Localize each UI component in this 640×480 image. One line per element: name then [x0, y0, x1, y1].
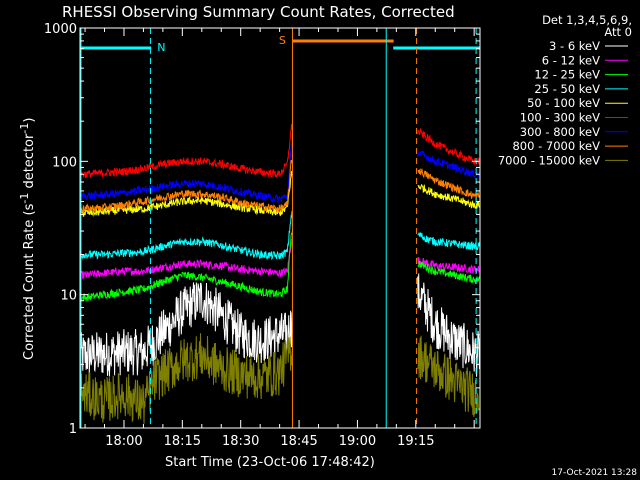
series-line-6-seg-1 — [417, 148, 480, 179]
legend-header-line: Det 1,3,4,5,6,9, — [542, 13, 632, 27]
axes: 1 10 100 1000 18:00 18:15 18:30 18:45 19:00 19:15 — [44, 22, 481, 449]
x-tick-label: 19:00 — [339, 434, 376, 449]
series-line-3-seg-1 — [417, 232, 480, 251]
y-tick-label: 10 — [60, 289, 77, 304]
series-line-5-seg-0 — [79, 123, 293, 179]
x-tick-label: 18:15 — [164, 434, 201, 449]
legend-entry: 12 - 25 keV — [534, 68, 600, 82]
series-line-2-seg-0 — [79, 229, 293, 302]
y-axis-label: Corrected Count Rate (s-1 detector-1) — [18, 118, 37, 360]
legend-entry: 3 - 6 keV — [549, 39, 600, 53]
series-line-3-seg-0 — [79, 210, 293, 261]
series-line-8-seg-0 — [79, 333, 293, 424]
legend-entry: 6 - 12 keV — [542, 53, 600, 67]
legend-entry: 100 - 300 keV — [520, 111, 600, 125]
render-timestamp: 17-Oct-2021 13:28 — [552, 468, 638, 478]
legend-header-line: Att 0 — [604, 25, 632, 39]
legend-entry: 25 - 50 keV — [534, 82, 600, 96]
series-line-5-seg-1 — [417, 127, 480, 166]
series-line-6-seg-0 — [79, 142, 293, 204]
y-tick-label: 1000 — [44, 22, 77, 37]
series-line-2-seg-1 — [417, 260, 480, 285]
x-tick-label: 18:00 — [105, 434, 142, 449]
series-line-0-seg-1 — [417, 273, 480, 377]
series-line-7-seg-0 — [79, 158, 293, 214]
legend-entry: 800 - 7000 keV — [512, 139, 600, 153]
y-tick-label: 100 — [52, 155, 77, 170]
series-line-1-seg-0 — [79, 238, 293, 280]
legend-entry: 300 - 800 keV — [520, 125, 600, 139]
series-line-8-seg-1 — [417, 335, 480, 417]
series-lines — [79, 123, 480, 424]
x-tick-label: 19:15 — [397, 434, 434, 449]
x-tick-label: 18:30 — [222, 434, 259, 449]
flag-label-n: N — [157, 41, 165, 54]
annotation-lines — [80, 28, 477, 428]
chart-title: RHESSI Observing Summary Count Rates, Co… — [62, 3, 455, 21]
y-tick-label: 1 — [69, 422, 77, 437]
legend-entry: 50 - 100 keV — [527, 96, 600, 110]
flag-label-s: S — [279, 34, 286, 47]
series-line-7-seg-1 — [417, 168, 480, 200]
series-line-4-seg-1 — [417, 183, 480, 209]
x-tick-label: 18:45 — [280, 434, 317, 449]
x-axis-label: Start Time (23-Oct-06 17:48:42) — [165, 455, 375, 470]
series-line-0-seg-0 — [79, 282, 293, 377]
instrument-flags: NS — [80, 34, 480, 54]
series-line-4-seg-0 — [79, 171, 293, 217]
legend-entry: 7000 - 15000 keV — [498, 153, 600, 167]
